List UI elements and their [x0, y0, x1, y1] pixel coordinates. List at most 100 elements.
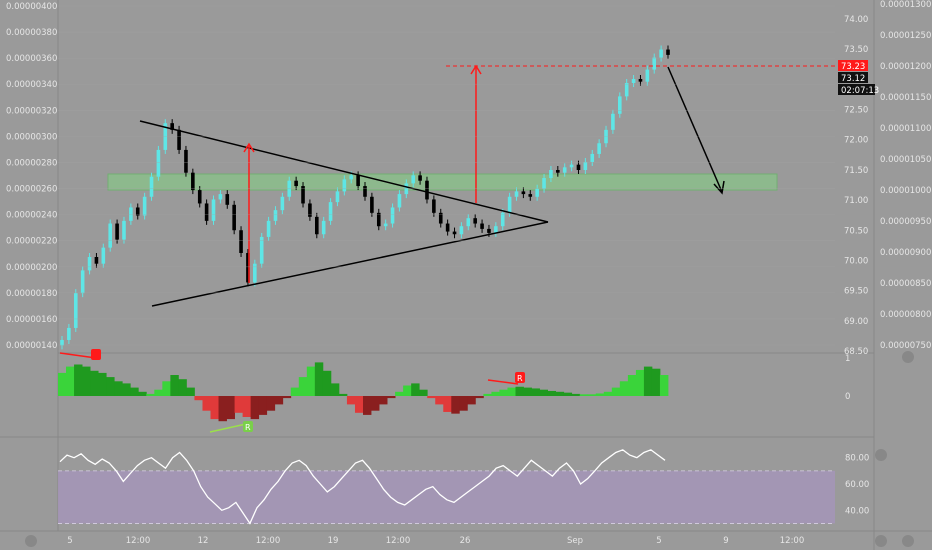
left-axis-tick: 0.00000380 — [6, 28, 57, 38]
right-axis-tick: 0.00001050 — [880, 155, 931, 165]
candle — [197, 190, 202, 204]
rsi-pane[interactable] — [58, 449, 835, 525]
osc-bar — [547, 390, 557, 396]
settings-icon[interactable] — [902, 351, 914, 363]
osc-bar — [250, 396, 260, 420]
candle — [438, 212, 443, 224]
candle — [280, 196, 285, 211]
osc-bar — [82, 366, 91, 396]
time-axis-label: 5 — [67, 536, 72, 546]
rsi-axis-tick: 80.00 — [845, 454, 869, 464]
candle — [94, 257, 99, 264]
candle — [67, 327, 71, 340]
osc-bar — [571, 393, 581, 396]
osc-bar — [186, 387, 195, 396]
settings-icon[interactable] — [25, 535, 37, 547]
osc-bar — [579, 394, 589, 396]
osc-bar — [451, 396, 460, 414]
time-axis[interactable]: 5 12:00 12 12:00 19 12:00 26 Sep 5 9 12:00 — [25, 351, 914, 547]
candle — [549, 170, 553, 179]
candle — [184, 149, 188, 173]
candle — [122, 220, 126, 240]
osc-bar — [651, 368, 661, 396]
time-axis-label: 12:00 — [256, 536, 281, 546]
right-axis-tick: 0.00000750 — [880, 341, 931, 351]
candle — [562, 167, 567, 173]
mid-axis-tick: 68.50 — [844, 347, 868, 357]
candle — [239, 230, 243, 253]
left-axis-tick: 0.00000300 — [6, 132, 57, 142]
candle — [349, 175, 354, 180]
price-tag-label: 73.23 — [841, 62, 865, 72]
osc-bar — [258, 396, 268, 415]
osc-bar — [427, 396, 436, 399]
osc-bar — [627, 375, 637, 396]
candle — [514, 191, 519, 197]
candle — [266, 220, 271, 237]
osc-bar — [210, 396, 219, 420]
candle — [652, 57, 657, 70]
oscillator-pane[interactable]: RR — [58, 349, 669, 433]
time-axis-label: 9 — [723, 536, 728, 546]
measure-arrow-head — [243, 142, 255, 153]
settings-icon[interactable] — [902, 535, 914, 547]
left-axis-tick: 0.00000340 — [6, 80, 57, 90]
time-axis-label: Sep — [567, 536, 583, 546]
candle — [204, 203, 209, 221]
left-axis-tick: 0.00000180 — [6, 289, 57, 299]
settings-icon[interactable] — [875, 449, 887, 461]
price-tag — [838, 84, 875, 95]
price-tag-label: 73.12 — [841, 74, 865, 84]
candle — [294, 180, 298, 187]
candle — [397, 194, 402, 208]
candle — [246, 252, 250, 283]
candle — [645, 69, 650, 82]
mid-axis-tick: 74.00 — [844, 15, 868, 25]
osc-bar — [659, 375, 669, 396]
mid-axis-tick: 69.50 — [844, 287, 868, 297]
signal-badge — [515, 372, 525, 383]
candle — [535, 188, 539, 197]
candle — [521, 191, 526, 195]
mid-axis-tick: 73.50 — [844, 45, 868, 55]
osc-bar — [475, 396, 484, 399]
candle — [459, 226, 464, 235]
right-axis-tick: 0.00001150 — [880, 93, 931, 103]
candle — [597, 143, 601, 154]
price-tag — [838, 60, 868, 71]
osc-axis-tick: 0 — [845, 392, 850, 402]
osc-bar — [106, 377, 115, 396]
candle — [638, 78, 643, 82]
right-axis-tick: 0.00001200 — [880, 62, 931, 72]
osc-bar — [114, 381, 123, 396]
candle — [253, 263, 257, 283]
candle — [576, 164, 581, 170]
trendline-lower — [151, 221, 549, 307]
osc-axis-tick: 1 — [845, 354, 850, 364]
osc-bar — [635, 369, 645, 396]
osc-bar — [507, 387, 516, 396]
left-axis-tick: 0.00000160 — [6, 315, 57, 325]
mid-axis-tick: 72.50 — [844, 106, 868, 116]
candle — [445, 223, 450, 232]
candle — [487, 228, 491, 233]
price-pane[interactable] — [60, 45, 835, 350]
left-axis-tick: 0.00000220 — [6, 237, 57, 247]
osc-bar — [274, 396, 284, 405]
osc-bar — [298, 377, 308, 396]
osc-bar — [555, 391, 565, 396]
osc-bar — [170, 375, 179, 396]
candle — [211, 199, 216, 221]
rsi-band — [58, 470, 835, 524]
settings-icon[interactable] — [875, 535, 887, 547]
osc-bar — [338, 393, 348, 396]
osc-bar — [146, 393, 155, 396]
divergence-line — [59, 352, 97, 359]
osc-bar — [266, 396, 276, 411]
projection-arrow — [667, 66, 723, 193]
candle — [273, 210, 278, 221]
osc-bar — [98, 372, 107, 396]
time-axis-label: 12:00 — [780, 536, 805, 546]
